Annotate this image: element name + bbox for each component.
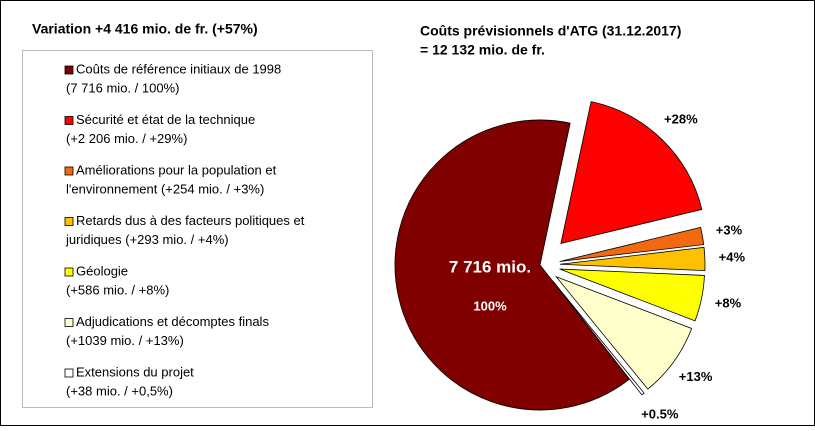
- value-label: +13%: [679, 369, 713, 384]
- legend-swatch: [64, 116, 74, 125]
- legend-swatch: [64, 65, 74, 75]
- pie-slice: [559, 226, 705, 262]
- value-label: +8%: [715, 295, 742, 310]
- legend-label: (+2 206 mio. / +29%): [66, 131, 187, 146]
- legend-box: [22, 50, 373, 408]
- pie-slice: [559, 268, 705, 322]
- value-label: +28%: [664, 112, 698, 127]
- annotation: 7 716 mio.: [449, 257, 531, 276]
- legend-label: Extensions du projet: [76, 364, 194, 379]
- legend-label: Adjudications et décomptes finals: [76, 314, 269, 329]
- legend-label: Sécurité et état de la technique: [76, 112, 255, 127]
- pie-slice: [559, 246, 706, 272]
- pie-slice: [560, 101, 703, 245]
- legend-swatch: [64, 368, 74, 378]
- value-label: +3%: [716, 223, 743, 238]
- legend-label: (+586 mio. / +8%): [66, 282, 169, 297]
- legend-label: (+38 mio. / +0,5%): [66, 383, 173, 398]
- legend-swatch: [64, 267, 74, 277]
- legend-swatch: [64, 318, 74, 327]
- value-label: +4%: [719, 249, 746, 264]
- pie-slice: [554, 275, 693, 390]
- legend-label: l'environnement (+254 mio. / +3%): [66, 181, 264, 196]
- pie-slice: [394, 119, 630, 411]
- subtitle: Variation +4 416 mio. de fr. (+57%): [32, 21, 258, 37]
- legend-label: (7 716 mio. / 100%): [66, 80, 179, 95]
- value-label: 100%: [473, 298, 507, 313]
- legend-label: Coûts de référence initiaux de 1998: [76, 61, 281, 76]
- pie-slice: [552, 280, 645, 396]
- legend-swatch: [64, 217, 74, 226]
- legend-label: Géologie: [76, 263, 128, 278]
- value-label: +0.5%: [641, 406, 679, 421]
- legend-label: Retards dus à des facteurs politiques et: [76, 213, 305, 228]
- legend-label: juridiques (+293 mio. / +4%): [65, 232, 229, 247]
- chart-title: Coûts prévisionnels d'ATG (31.12.2017): [420, 23, 681, 39]
- legend-label: Améliorations pour la population et: [76, 162, 277, 177]
- legend-label: (+1039 mio. / +13%): [66, 333, 184, 348]
- legend-swatch: [64, 166, 74, 176]
- chart-title: = 12 132 mio. de fr.: [420, 42, 545, 58]
